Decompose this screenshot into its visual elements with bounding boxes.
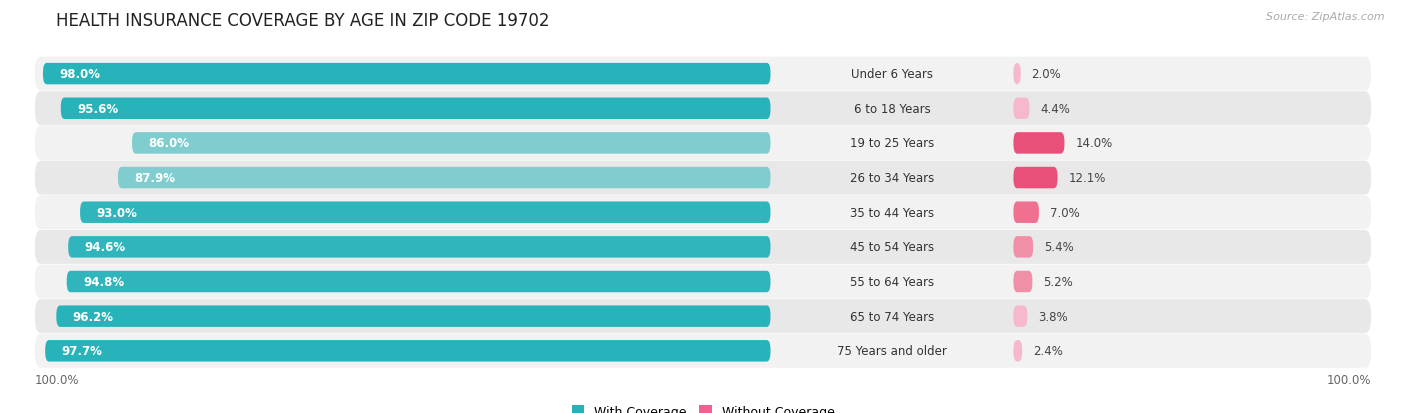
FancyBboxPatch shape	[1014, 98, 1029, 120]
FancyBboxPatch shape	[1014, 237, 1033, 258]
FancyBboxPatch shape	[1014, 271, 1032, 292]
Text: Under 6 Years: Under 6 Years	[851, 68, 934, 81]
Text: 12.1%: 12.1%	[1069, 172, 1105, 185]
Text: 7.0%: 7.0%	[1050, 206, 1080, 219]
Legend: With Coverage, Without Coverage: With Coverage, Without Coverage	[567, 400, 839, 413]
FancyBboxPatch shape	[35, 161, 1371, 195]
FancyBboxPatch shape	[44, 64, 770, 85]
FancyBboxPatch shape	[35, 196, 1371, 230]
FancyBboxPatch shape	[35, 265, 1371, 299]
Text: 5.4%: 5.4%	[1043, 241, 1074, 254]
FancyBboxPatch shape	[66, 271, 770, 292]
Text: 14.0%: 14.0%	[1076, 137, 1112, 150]
Text: 55 to 64 Years: 55 to 64 Years	[849, 275, 934, 288]
Text: 65 to 74 Years: 65 to 74 Years	[849, 310, 934, 323]
Text: 97.7%: 97.7%	[62, 344, 103, 357]
FancyBboxPatch shape	[132, 133, 770, 154]
Text: 94.6%: 94.6%	[84, 241, 125, 254]
FancyBboxPatch shape	[35, 127, 1371, 161]
Text: 19 to 25 Years: 19 to 25 Years	[849, 137, 934, 150]
Text: 26 to 34 Years: 26 to 34 Years	[849, 172, 934, 185]
Text: 6 to 18 Years: 6 to 18 Years	[853, 102, 931, 116]
Text: 2.4%: 2.4%	[1033, 344, 1063, 357]
Text: 5.2%: 5.2%	[1043, 275, 1073, 288]
FancyBboxPatch shape	[60, 98, 770, 120]
FancyBboxPatch shape	[35, 92, 1371, 126]
Text: 98.0%: 98.0%	[59, 68, 100, 81]
FancyBboxPatch shape	[118, 167, 770, 189]
Text: 2.0%: 2.0%	[1032, 68, 1062, 81]
Text: 96.2%: 96.2%	[73, 310, 114, 323]
Text: 94.8%: 94.8%	[83, 275, 124, 288]
Text: HEALTH INSURANCE COVERAGE BY AGE IN ZIP CODE 19702: HEALTH INSURANCE COVERAGE BY AGE IN ZIP …	[56, 12, 550, 30]
Text: 100.0%: 100.0%	[1327, 373, 1371, 387]
FancyBboxPatch shape	[1014, 202, 1039, 223]
FancyBboxPatch shape	[1014, 64, 1021, 85]
FancyBboxPatch shape	[35, 334, 1371, 368]
FancyBboxPatch shape	[1014, 133, 1064, 154]
Text: 4.4%: 4.4%	[1040, 102, 1070, 116]
FancyBboxPatch shape	[35, 57, 1371, 91]
Text: Source: ZipAtlas.com: Source: ZipAtlas.com	[1267, 12, 1385, 22]
Text: 95.6%: 95.6%	[77, 102, 118, 116]
FancyBboxPatch shape	[80, 202, 770, 223]
Text: 3.8%: 3.8%	[1038, 310, 1067, 323]
FancyBboxPatch shape	[56, 306, 770, 327]
Text: 87.9%: 87.9%	[134, 172, 176, 185]
FancyBboxPatch shape	[35, 230, 1371, 264]
Text: 100.0%: 100.0%	[35, 373, 79, 387]
FancyBboxPatch shape	[69, 237, 770, 258]
FancyBboxPatch shape	[45, 340, 770, 362]
Text: 86.0%: 86.0%	[148, 137, 190, 150]
FancyBboxPatch shape	[1014, 340, 1022, 362]
FancyBboxPatch shape	[1014, 167, 1057, 189]
FancyBboxPatch shape	[1014, 306, 1028, 327]
Text: 45 to 54 Years: 45 to 54 Years	[849, 241, 934, 254]
Text: 93.0%: 93.0%	[96, 206, 138, 219]
Text: 35 to 44 Years: 35 to 44 Years	[849, 206, 934, 219]
FancyBboxPatch shape	[35, 299, 1371, 333]
Text: 75 Years and older: 75 Years and older	[837, 344, 946, 357]
